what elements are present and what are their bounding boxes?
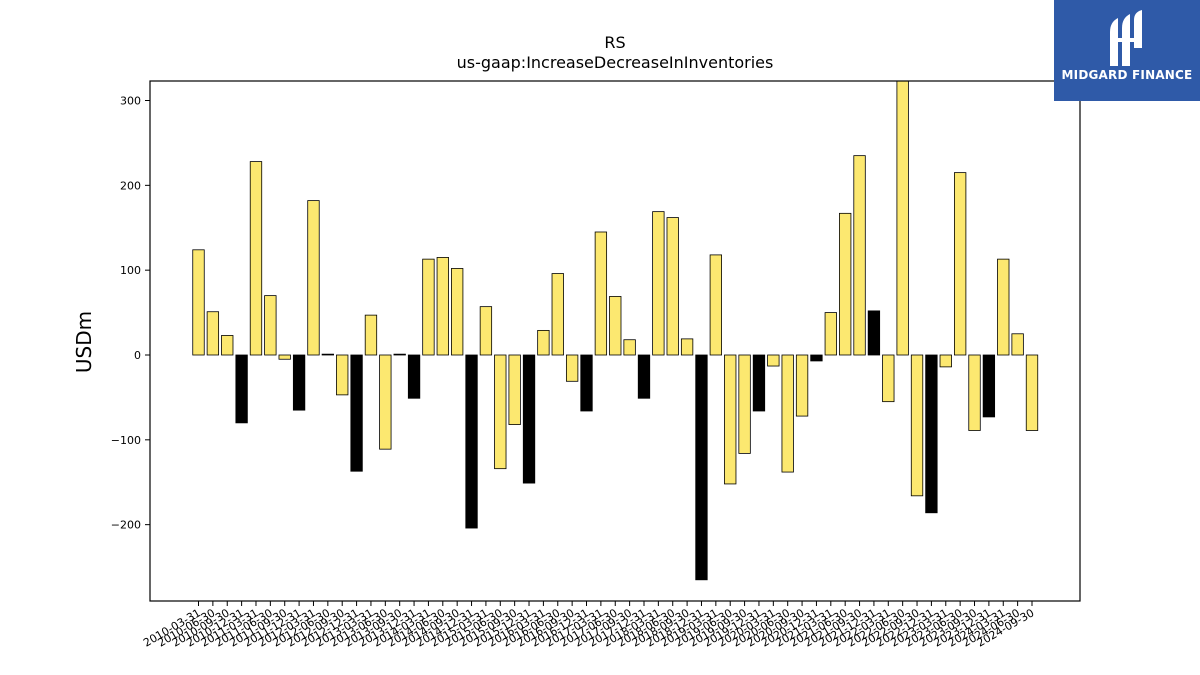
x-axis: 2010-03-312010-06-302010-09-302010-12-31… (141, 601, 1037, 650)
bar-2010-12-31 (235, 354, 248, 424)
bar-2018-12-31 (695, 354, 708, 581)
bar-2019-09-30 (738, 354, 751, 454)
bar-2010-03-31 (192, 249, 205, 356)
bar-2022-12-31 (925, 354, 938, 514)
bar-2015-03-31 (479, 306, 493, 356)
y-tick-label: −200 (111, 519, 141, 532)
bar-2010-06-30 (206, 311, 220, 356)
bar-2019-03-31 (709, 254, 722, 356)
brand-logo: MIDGARD FINANCE (1054, 0, 1200, 101)
bar-2011-09-30 (278, 354, 291, 360)
bar-2014-12-31 (465, 354, 478, 529)
bar-2014-03-31 (422, 258, 435, 356)
y-tick-label: 300 (120, 95, 141, 108)
bar-2023-09-30 (968, 354, 981, 431)
bar-2023-06-30 (954, 172, 967, 356)
bar-2018-06-30 (666, 217, 679, 356)
bar-2011-03-31 (249, 161, 263, 356)
bar-2017-03-31 (594, 231, 608, 356)
bar-2015-09-30 (508, 354, 521, 425)
bar-2014-09-30 (451, 268, 464, 356)
bar-2022-06-30 (896, 80, 909, 356)
bar-2013-12-31 (407, 354, 421, 399)
bar-2018-03-31 (652, 211, 665, 356)
bar-2022-03-31 (882, 354, 895, 403)
plot-frame (149, 80, 1081, 602)
bar-2021-09-30 (853, 155, 866, 356)
bar-2024-09-30 (1025, 354, 1039, 431)
y-tick-label: −100 (111, 434, 141, 447)
bar-2022-09-30 (910, 354, 924, 497)
bar-2016-03-31 (537, 329, 550, 356)
bar-2023-03-31 (939, 354, 952, 368)
bar-2020-09-30 (795, 354, 809, 417)
bar-2011-12-31 (292, 354, 306, 411)
chart-title: RS (604, 33, 625, 52)
bar-2019-06-30 (724, 354, 737, 485)
bar-2012-12-31 (350, 354, 363, 472)
midgard-logo-icon (1110, 10, 1142, 66)
bar-2012-09-30 (336, 354, 349, 396)
bar-2016-09-30 (565, 354, 579, 382)
bar-2016-12-31 (580, 354, 593, 412)
bar-2023-12-31 (982, 354, 996, 418)
bar-2014-06-30 (436, 257, 449, 356)
bar-2013-06-30 (379, 354, 392, 450)
bar-2012-06-30 (321, 353, 334, 356)
bar-2017-09-30 (623, 339, 636, 356)
bar-2020-12-31 (810, 354, 823, 362)
y-tick-label: 200 (120, 179, 141, 192)
bar-2018-09-30 (680, 338, 694, 356)
bar-2019-12-31 (752, 354, 766, 412)
y-tick-label: 0 (134, 349, 141, 362)
bar-2017-12-31 (637, 354, 651, 399)
bar-2024-03-31 (997, 258, 1010, 356)
bar-2011-06-30 (264, 295, 277, 356)
y-axis-label: USDm (72, 311, 96, 373)
bar-2015-12-31 (522, 354, 536, 484)
bar-2013-03-31 (364, 314, 378, 356)
bar-2024-06-30 (1011, 333, 1024, 356)
bar-2016-06-30 (551, 273, 564, 356)
bar-2021-12-31 (867, 310, 881, 356)
bar-2020-03-31 (767, 354, 780, 367)
bar-2013-09-30 (393, 353, 406, 356)
y-tick-label: 100 (120, 264, 141, 277)
brand-name: MIDGARD FINANCE (1061, 68, 1193, 82)
bar-2021-03-31 (824, 312, 837, 356)
bar-2010-09-30 (221, 335, 234, 356)
chart-subtitle: us-gaap:IncreaseDecreaseInInventories (457, 53, 774, 72)
bar-2012-03-31 (307, 200, 320, 356)
bar-2015-06-30 (494, 354, 507, 470)
bar-2021-06-30 (839, 212, 852, 356)
y-axis: −200 −100 0 100 200 300 (111, 95, 150, 532)
bars-group (192, 80, 1039, 581)
bar-2020-06-30 (781, 354, 794, 473)
bar-2017-06-30 (609, 296, 622, 356)
